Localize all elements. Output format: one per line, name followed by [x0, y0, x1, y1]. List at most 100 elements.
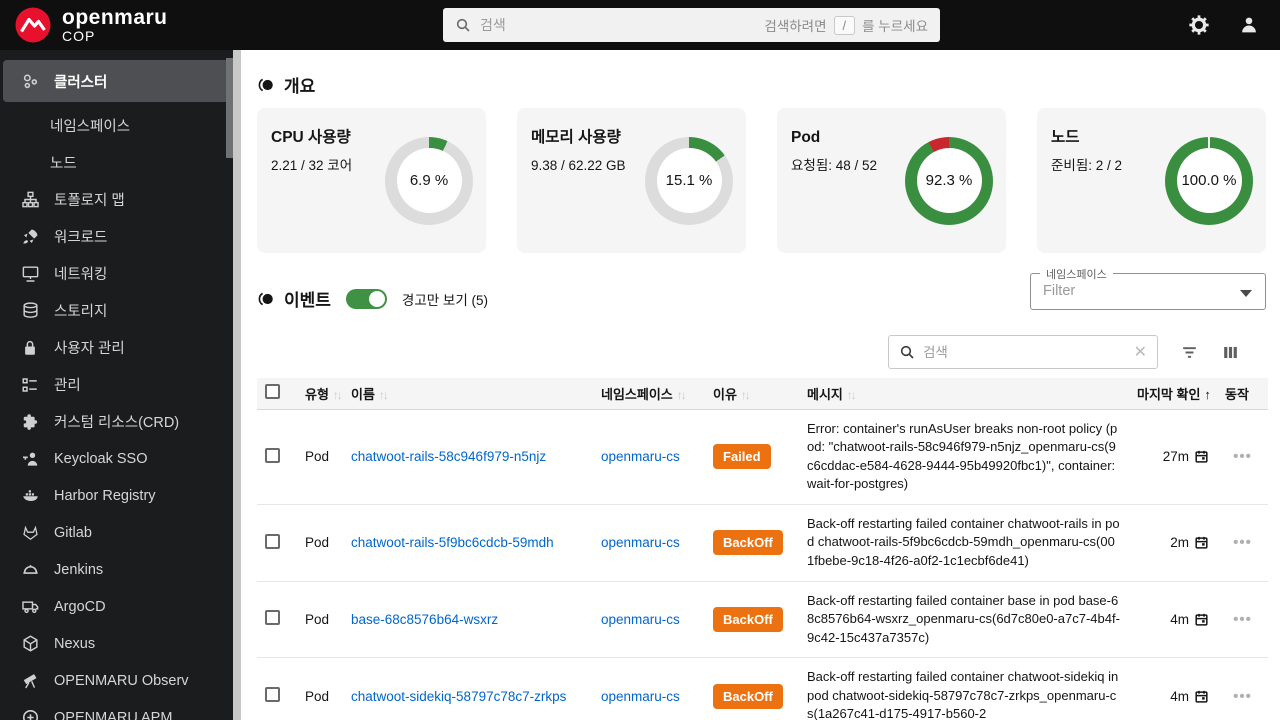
row-actions-kebab-icon[interactable]: •••: [1233, 687, 1252, 705]
column-header-type[interactable]: 유형 ↑↓: [297, 378, 343, 410]
row-actions-kebab-icon[interactable]: •••: [1233, 448, 1252, 466]
argocd-icon: [20, 597, 40, 616]
reason-badge: BackOff: [713, 530, 783, 556]
overview-cards: CPU 사용량 2.21 / 32 코어 6.9 % 메모리 사용량 9.38 / 62…: [257, 108, 1268, 253]
pod-name-link[interactable]: chatwoot-rails-5f9bc6cdcb-59mdh: [351, 535, 554, 551]
cell-type: Pod: [297, 504, 343, 582]
brand: openmaru COP: [0, 6, 168, 44]
row-checkbox[interactable]: [265, 687, 280, 703]
events-search[interactable]: ✕: [888, 335, 1158, 369]
row-actions-kebab-icon[interactable]: •••: [1233, 534, 1252, 552]
sidebar-item-label: 스토리지: [54, 304, 108, 320]
sidebar-item-label: Gitlab: [54, 524, 92, 541]
card-title: Pod: [791, 129, 821, 146]
sidebar-item-gitlab[interactable]: Gitlab: [0, 514, 233, 551]
sidebar-item-label: OPENMARU APM: [54, 709, 173, 720]
brand-subtitle: COP: [62, 27, 96, 44]
sidebar-item-namespaces[interactable]: 네임스페이스: [0, 107, 233, 144]
cell-type: Pod: [297, 409, 343, 505]
sort-icon[interactable]: ↑↓: [846, 387, 857, 402]
column-header-name[interactable]: 이름 ↑↓: [343, 378, 593, 410]
sidebar-item-user-management[interactable]: 사용자 관리: [0, 329, 233, 366]
pod-name-link[interactable]: chatwoot-sidekiq-58797c78c7-zrkps: [351, 688, 567, 704]
namespace-link[interactable]: openmaru-cs: [601, 611, 680, 627]
sidebar-item-label: ArgoCD: [54, 598, 106, 615]
sidebar-scrollbar-thumb[interactable]: [226, 58, 233, 158]
filter-icon[interactable]: [1180, 343, 1199, 362]
sort-icon[interactable]: ↑↓: [676, 387, 687, 402]
networking-icon: [20, 264, 40, 283]
sidebar-item-label: Harbor Registry: [54, 487, 156, 504]
row-actions-kebab-icon[interactable]: •••: [1233, 610, 1252, 628]
pod-name-link[interactable]: chatwoot-rails-58c946f979-n5njz: [351, 449, 547, 465]
section-circle-icon: [257, 290, 275, 308]
events-search-input[interactable]: [923, 344, 1126, 360]
sidebar-item-argocd[interactable]: ArgoCD: [0, 588, 233, 625]
sidebar-item-storage[interactable]: 스토리지: [0, 292, 233, 329]
sidebar-item-workloads[interactable]: 워크로드: [0, 218, 233, 255]
cluster-icon: [20, 72, 40, 91]
sidebar-item-label: 사용자 관리: [54, 341, 125, 357]
event-message: Back-off restarting failed container bas…: [807, 592, 1120, 645]
donut-chart: 15.1 %: [645, 136, 733, 225]
column-header-namespace[interactable]: 네임스페이스 ↑↓: [593, 378, 705, 410]
event-row: Pod chatwoot-rails-58c946f979-n5njz openma…: [257, 409, 1268, 505]
sort-icon[interactable]: ↑↓: [378, 387, 389, 402]
sort-icon[interactable]: ↑↓: [740, 387, 751, 402]
settings-gear-icon[interactable]: [1188, 14, 1210, 36]
column-header-reason[interactable]: 이유 ↑↓: [705, 378, 799, 410]
calendar-icon: [1194, 612, 1209, 627]
sidebar-item-label: Jenkins: [54, 561, 104, 578]
sidebar-item-openmaru-observ[interactable]: OPENMARU Observ: [0, 662, 233, 699]
sidebar-item-nodes[interactable]: 노드: [0, 144, 233, 181]
sidebar-item-jenkins[interactable]: Jenkins: [0, 551, 233, 588]
warnings-only-toggle[interactable]: [345, 288, 387, 309]
pod-name-link[interactable]: base-68c8576b64-wsxrz: [351, 611, 499, 627]
namespace-filter-value: Filter: [1043, 283, 1076, 299]
sidebar-item-harbor-registry[interactable]: Harbor Registry: [0, 477, 233, 514]
sidebar-item-nexus[interactable]: Nexus: [0, 625, 233, 662]
event-row: Pod chatwoot-rails-5f9bc6cdcb-59mdh openma…: [257, 504, 1268, 582]
brand-title: openmaru: [62, 5, 168, 29]
sidebar-item-topology-map[interactable]: 토폴로지 맵: [0, 181, 233, 218]
donut-percent-label: 15.1 %: [656, 148, 722, 213]
sidebar-item-cluster[interactable]: 클러스터: [3, 60, 230, 102]
sort-icon[interactable]: ↑↓: [332, 387, 343, 402]
cell-type: Pod: [297, 657, 343, 720]
namespace-link[interactable]: openmaru-cs: [601, 688, 680, 704]
storage-icon: [20, 301, 40, 320]
jenkins-icon: [20, 560, 40, 579]
manage-columns-icon[interactable]: [1221, 343, 1240, 362]
column-header-actions[interactable]: 동작: [1217, 378, 1268, 410]
nexus-icon: [20, 634, 40, 653]
card-subtitle: 9.38 / 62.22 GB: [531, 157, 626, 173]
global-search[interactable]: 검색하려면 / 를 누르세요: [443, 8, 940, 42]
row-checkbox[interactable]: [265, 447, 280, 463]
overview-card: Pod 요청됨: 48 / 52 92.3 %: [777, 108, 1006, 253]
sort-asc-icon[interactable]: ↑: [1204, 386, 1211, 402]
column-header-message[interactable]: 메시지 ↑↓: [799, 378, 1129, 410]
openmaru-logo-icon: [14, 6, 52, 44]
warnings-only-label: 경고만 보기 (5): [401, 292, 489, 308]
select-all-checkbox[interactable]: [265, 384, 280, 400]
sidebar-item-networking[interactable]: 네트워킹: [0, 255, 233, 292]
sidebar-item-openmaru-apm[interactable]: OPENMARU APM: [0, 699, 233, 720]
namespace-link[interactable]: openmaru-cs: [601, 449, 680, 465]
row-checkbox[interactable]: [265, 533, 280, 549]
content-scrollbar[interactable]: [233, 50, 241, 720]
row-checkbox[interactable]: [265, 610, 280, 626]
last-seen-value: 4m: [1170, 611, 1189, 627]
sidebar-item-keycloak-sso[interactable]: Keycloak SSO: [0, 440, 233, 477]
sidebar-item-label: 관리: [54, 378, 81, 394]
namespace-filter-select[interactable]: 네임스페이스 Filter: [1030, 266, 1266, 310]
clear-search-icon[interactable]: ✕: [1133, 344, 1147, 361]
sidebar-item-administration[interactable]: 관리: [0, 366, 233, 403]
event-message: Back-off restarting failed container cha…: [807, 669, 1119, 720]
column-header-last_seen[interactable]: 마지막 확인 ↑: [1129, 378, 1217, 410]
namespace-link[interactable]: openmaru-cs: [601, 535, 680, 551]
user-account-icon[interactable]: [1238, 14, 1260, 36]
donut-percent-label: 6.9 %: [396, 148, 462, 213]
sidebar-item-custom-resources-crd[interactable]: 커스텀 리소스(CRD): [0, 403, 233, 440]
global-search-input[interactable]: [480, 17, 756, 33]
